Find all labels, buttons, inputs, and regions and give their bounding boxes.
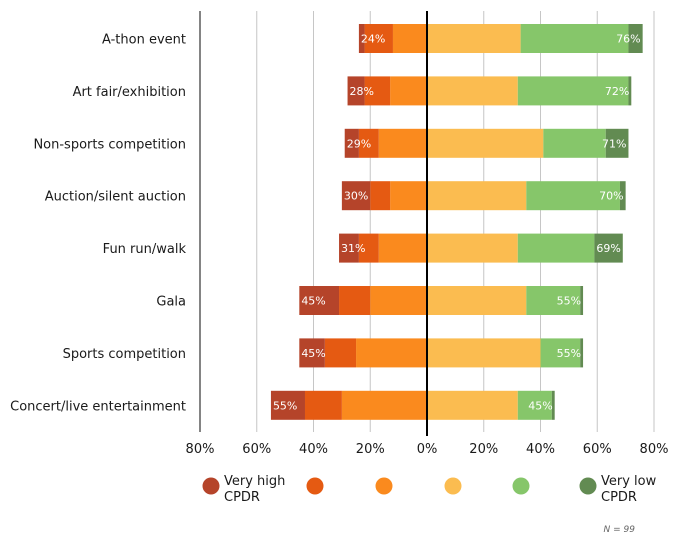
legend-label: CPDR	[601, 490, 637, 505]
bar-segment-high-cpdr	[304, 390, 342, 420]
bar-segment-very-high-cpdr	[299, 286, 340, 315]
bar-segment-moderately-high-cpdr	[390, 181, 427, 211]
bar-segment-moderately-low-cpdr	[427, 233, 518, 263]
x-tick-label: 80%	[186, 442, 215, 457]
bar-segment-low-cpdr	[526, 181, 620, 211]
bar-segment-moderately-low-cpdr	[427, 24, 521, 53]
legend-swatch-icon	[375, 477, 393, 495]
left-total-label: 24%	[361, 33, 385, 46]
bar-segment-very-high-cpdr	[339, 233, 359, 263]
category-label: Gala	[156, 295, 186, 310]
bar-segment-low-cpdr	[543, 128, 606, 158]
legend-swatch-icon	[512, 477, 530, 495]
bar-segment-moderately-low-cpdr	[427, 76, 518, 106]
category-label: Fun run/walk	[103, 242, 187, 257]
bar-segment-moderately-low-cpdr	[427, 338, 541, 368]
bar-segment-very-high-cpdr	[358, 24, 365, 53]
left-total-label: 45%	[301, 347, 325, 360]
bar-segment-low-cpdr	[526, 286, 581, 315]
bar-segment-moderately-high-cpdr	[378, 128, 427, 158]
legend-swatch-icon	[444, 477, 462, 495]
category-labels: A-thon event Art fair/exhibition Non-sport…	[10, 33, 186, 415]
legend-label: CPDR	[224, 490, 260, 505]
category-label: Concert/live entertainment	[10, 399, 186, 414]
legend-swatch-icon	[202, 477, 220, 495]
bar-segment-moderately-low-cpdr	[427, 390, 518, 420]
bar-segment-very-high-cpdr	[299, 338, 325, 368]
bar-segment-moderately-low-cpdr	[427, 286, 527, 315]
bar-segment-moderately-low-cpdr	[427, 181, 527, 211]
bar-segment-very-high-cpdr	[270, 390, 305, 420]
bar-labels: 24% 76% 28% 72% 29% 71% 30% 70% 31% 69% 45% 55% 45% 5…	[273, 33, 641, 413]
x-tick-label: 40%	[299, 442, 328, 457]
right-total-label: 72%	[605, 85, 629, 98]
bar-segment-very-low-cpdr	[551, 390, 555, 420]
right-total-label: 76%	[616, 33, 640, 46]
category-label: Non-sports competition	[33, 137, 186, 152]
bar-segment-very-high-cpdr	[347, 76, 365, 106]
left-total-label: 45%	[301, 295, 325, 308]
bar-segment-low-cpdr	[517, 233, 595, 263]
right-total-label: 71%	[602, 137, 626, 150]
right-total-label: 70%	[599, 190, 623, 203]
x-tick-label: 60%	[583, 442, 612, 457]
bar-segment-moderately-high-cpdr	[392, 24, 427, 53]
x-tick-label: 40%	[526, 442, 555, 457]
bar-segment-very-low-cpdr	[580, 338, 584, 368]
bar-segment-very-high-cpdr	[344, 128, 359, 158]
bar-segment-moderately-high-cpdr	[390, 76, 427, 106]
bar-segment-moderately-low-cpdr	[427, 128, 544, 158]
bar-segment-very-low-cpdr	[594, 233, 623, 263]
category-label: Sports competition	[63, 347, 186, 362]
bar-segment-very-high-cpdr	[341, 181, 371, 211]
legend-label: Very low	[601, 474, 657, 489]
bar-segment-high-cpdr	[364, 24, 393, 53]
sample-size-note: N = 99	[604, 525, 636, 535]
right-total-label: 55%	[557, 295, 581, 308]
bar-segment-low-cpdr	[517, 390, 552, 420]
bar-segment-moderately-high-cpdr	[378, 233, 427, 263]
bar-segment-very-low-cpdr	[619, 181, 626, 211]
category-label: Art fair/exhibition	[73, 85, 186, 100]
bar-segment-low-cpdr	[540, 338, 581, 368]
x-axis-tick-labels: 80% 60% 40% 20% 0% 20% 40% 60% 80%	[186, 442, 669, 457]
right-total-label: 69%	[596, 242, 620, 255]
bar-segment-moderately-high-cpdr	[356, 338, 427, 368]
right-total-label: 45%	[528, 399, 552, 412]
legend-swatch-icon	[306, 477, 324, 495]
bar-segment-moderately-high-cpdr	[370, 286, 427, 315]
category-label: Auction/silent auction	[45, 190, 186, 205]
bar-segment-very-low-cpdr	[580, 286, 584, 315]
left-total-label: 29%	[347, 137, 371, 150]
left-total-label: 31%	[341, 242, 365, 255]
right-total-label: 55%	[557, 347, 581, 360]
x-tick-label: 60%	[242, 442, 271, 457]
bar-segment-high-cpdr	[324, 338, 357, 368]
left-total-label: 55%	[273, 399, 297, 412]
bar-segment-very-low-cpdr	[628, 76, 632, 106]
bar-segment-high-cpdr	[364, 76, 391, 106]
bars	[270, 11, 643, 436]
bar-segment-low-cpdr	[517, 76, 629, 106]
x-tick-label: 0%	[417, 442, 438, 457]
x-tick-label: 20%	[469, 442, 498, 457]
bar-segment-high-cpdr	[358, 128, 379, 158]
category-label: A-thon event	[102, 33, 186, 48]
bar-segment-high-cpdr	[339, 286, 371, 315]
legend-swatch-icon	[579, 477, 597, 495]
bar-segment-very-low-cpdr	[628, 24, 643, 53]
left-total-label: 30%	[344, 190, 368, 203]
bar-segment-high-cpdr	[370, 181, 391, 211]
bar-segment-very-low-cpdr	[605, 128, 629, 158]
legend-label: Very high	[224, 474, 285, 489]
x-tick-label: 20%	[356, 442, 385, 457]
bar-segment-moderately-high-cpdr	[341, 390, 427, 420]
x-tick-label: 80%	[640, 442, 669, 457]
left-total-label: 28%	[350, 85, 374, 98]
bar-segment-low-cpdr	[520, 24, 629, 53]
bar-segment-high-cpdr	[358, 233, 379, 263]
